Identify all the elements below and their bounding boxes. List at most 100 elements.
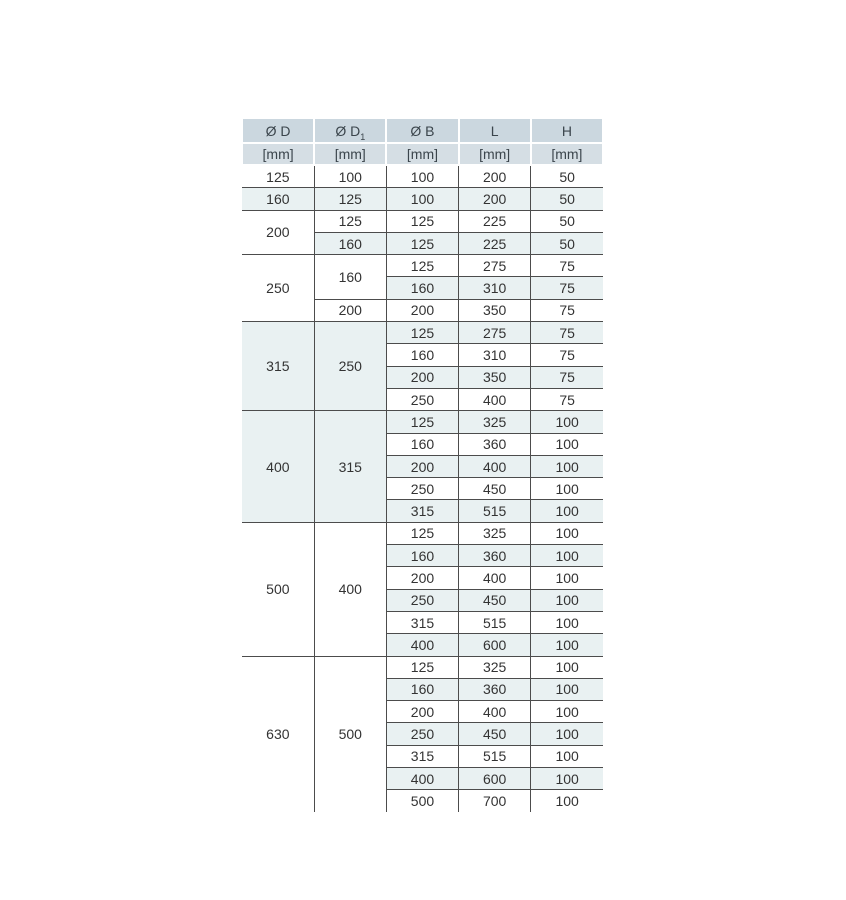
table-row: 250 450 100 xyxy=(242,722,603,746)
b-cell: 160 xyxy=(385,433,459,456)
l-cell: 400 xyxy=(458,455,531,479)
unit-cell-d1: [mm] xyxy=(313,142,388,166)
d-cell: 315 xyxy=(242,321,315,412)
l-cell: 450 xyxy=(458,722,531,746)
table-row: 200 400 100 xyxy=(242,455,603,479)
table-row: 160 310 75 xyxy=(242,343,603,367)
l-cell: 350 xyxy=(458,299,531,323)
table-row: 160 360 100 xyxy=(242,678,603,702)
h-cell: 75 xyxy=(530,388,603,412)
table-row: 250 400 75 xyxy=(242,388,603,412)
unit-cell-h: [mm] xyxy=(529,142,605,166)
h-cell: 100 xyxy=(530,611,603,635)
unit-cell-l: [mm] xyxy=(457,142,532,166)
header-cell-h: H xyxy=(529,117,605,144)
l-cell: 200 xyxy=(458,165,531,189)
b-cell: 160 xyxy=(385,343,459,367)
l-cell: 515 xyxy=(458,745,531,769)
h-cell: 100 xyxy=(530,522,603,546)
d-cell: 200 xyxy=(242,210,315,256)
b-cell: 200 xyxy=(385,700,459,724)
h-cell: 100 xyxy=(530,789,603,812)
b-cell: 125 xyxy=(385,232,459,256)
l-cell: 450 xyxy=(458,589,531,612)
table-row: 500 400 125 325 100 xyxy=(242,522,603,657)
h-cell: 100 xyxy=(530,455,603,479)
d1-cell: 160 xyxy=(313,254,387,300)
d-cell: 630 xyxy=(242,656,315,812)
h-cell: 100 xyxy=(530,745,603,769)
d1-cell: 125 xyxy=(313,187,387,211)
l-cell: 325 xyxy=(458,410,531,434)
l-cell: 515 xyxy=(458,499,531,523)
header-cell-l: L xyxy=(457,117,532,144)
b-cell: 400 xyxy=(385,767,459,791)
b-cell: 315 xyxy=(385,611,459,635)
l-cell: 310 xyxy=(458,343,531,367)
h-cell: 100 xyxy=(530,410,603,434)
l-cell: 400 xyxy=(458,388,531,412)
h-cell: 100 xyxy=(530,767,603,791)
table-row: 160 360 100 xyxy=(242,433,603,456)
header-cell-b: Ø B xyxy=(385,117,460,144)
table-row: 315 515 100 xyxy=(242,745,603,769)
table-body: 125 100 100 200 50 160 125 100 200 50 200 125 125 225… xyxy=(242,165,603,812)
h-cell: 100 xyxy=(530,700,603,724)
table-header: Ø D Ø D1 Ø B L H [mm] [mm] [mm] [mm] [mm… xyxy=(240,117,605,166)
l-cell: 515 xyxy=(458,611,531,635)
b-cell: 125 xyxy=(385,321,459,345)
d-cell: 125 xyxy=(242,165,315,189)
l-cell: 700 xyxy=(458,789,531,812)
h-cell: 100 xyxy=(530,544,603,568)
h-cell: 50 xyxy=(530,232,603,256)
l-cell: 400 xyxy=(458,700,531,724)
l-cell: 200 xyxy=(458,187,531,211)
d1-cell: 100 xyxy=(313,165,387,189)
b-cell: 500 xyxy=(385,789,459,812)
h-cell: 50 xyxy=(530,165,603,189)
b-cell: 125 xyxy=(385,656,459,679)
table-row: 250 450 100 xyxy=(242,477,603,501)
l-cell: 310 xyxy=(458,276,531,300)
b-cell: 200 xyxy=(385,455,459,479)
table-row: 250 450 100 xyxy=(242,589,603,612)
b-cell: 400 xyxy=(385,633,459,657)
b-cell: 160 xyxy=(385,544,459,568)
table-row: 250 160 125 275 75 xyxy=(242,254,603,323)
table-row: 500 700 100 xyxy=(242,789,603,812)
table-row: 200 400 100 xyxy=(242,700,603,724)
b-cell: 125 xyxy=(385,410,459,434)
b-cell: 160 xyxy=(385,276,459,300)
l-cell: 360 xyxy=(458,678,531,702)
h-cell: 75 xyxy=(530,299,603,323)
table-row: 160 125 100 200 50 xyxy=(242,187,603,211)
l-cell: 450 xyxy=(458,477,531,501)
l-cell: 325 xyxy=(458,656,531,679)
b-cell: 250 xyxy=(385,589,459,612)
b-cell: 250 xyxy=(385,722,459,746)
h-cell: 75 xyxy=(530,276,603,300)
d1-cell: 200 xyxy=(313,299,387,323)
b-cell: 100 xyxy=(385,187,459,211)
b-cell: 250 xyxy=(385,388,459,412)
l-cell: 600 xyxy=(458,767,531,791)
d-cell: 250 xyxy=(242,254,315,323)
h-cell: 100 xyxy=(530,633,603,657)
b-cell: 200 xyxy=(385,566,459,590)
l-cell: 275 xyxy=(458,321,531,345)
l-cell: 600 xyxy=(458,633,531,657)
d1-cell: 160 xyxy=(313,232,387,256)
h-cell: 100 xyxy=(530,433,603,456)
h-cell: 100 xyxy=(530,477,603,501)
dimensions-table: Ø D Ø D1 Ø B L H [mm] [mm] [mm] [mm] [mm… xyxy=(240,117,605,812)
table-row: 315 515 100 xyxy=(242,499,603,523)
l-cell: 350 xyxy=(458,366,531,389)
h-cell: 75 xyxy=(530,366,603,389)
b-cell: 200 xyxy=(385,299,459,323)
table-row: 200 400 100 xyxy=(242,566,603,590)
b-cell: 125 xyxy=(385,522,459,546)
d1-cell: 400 xyxy=(313,522,387,657)
l-cell: 360 xyxy=(458,544,531,568)
header-cell-d: Ø D xyxy=(240,117,316,144)
